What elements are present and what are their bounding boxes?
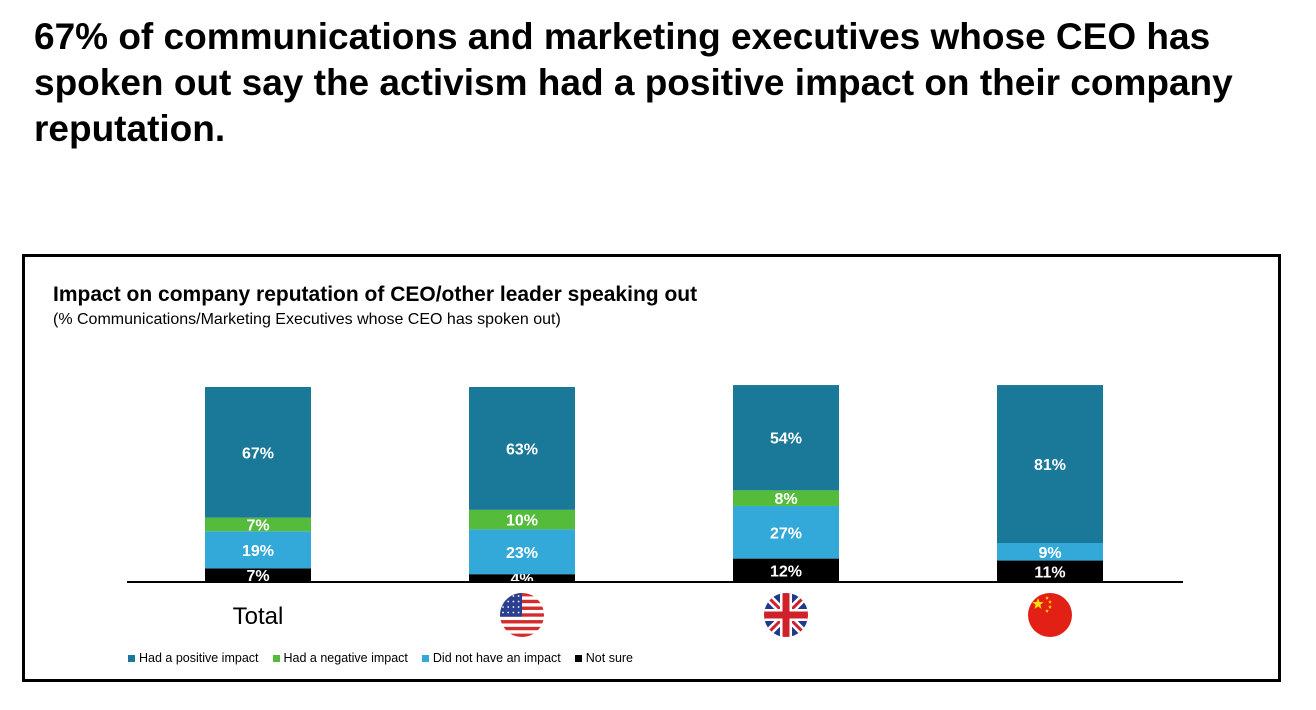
category-label-0: Total	[233, 603, 284, 630]
legend-label-not-sure: Not sure	[585, 651, 634, 665]
data-label-2-2: 27%	[770, 525, 802, 542]
uk-flag-icon	[764, 593, 808, 637]
data-label-1-0: 63%	[506, 441, 538, 458]
legend-swatch-no-impact	[421, 654, 429, 662]
legend-item-positive: Had a positive impact	[128, 651, 259, 665]
legend-swatch-not-sure	[574, 654, 582, 662]
data-label-1-2: 23%	[506, 545, 538, 562]
us-flag-icon	[500, 593, 544, 637]
data-label-0-2: 19%	[242, 543, 274, 560]
bar-segment-3-0	[997, 385, 1103, 543]
legend-item-no-impact: Did not have an impact	[421, 651, 561, 665]
data-label-1-1: 10%	[506, 513, 538, 530]
bar-segment-2-2	[733, 505, 839, 559]
stacked-bar-chart: 7% 19% 7% 67% 4% 23% 10% 63% 12% 27% 8% 54% 11% 9% 81%…	[127, 385, 1183, 637]
data-label-3-3: 11%	[1034, 564, 1065, 581]
legend-label-no-impact: Did not have an impact	[432, 651, 561, 665]
bar-segment-0-2	[205, 531, 311, 569]
bar-segment-0-1	[205, 517, 311, 532]
legend: Had a positive impact Had a negative imp…	[128, 651, 647, 665]
bar-segment-1-1	[469, 509, 575, 530]
bar-segment-1-3	[469, 574, 575, 582]
bar-segment-0-3	[205, 568, 311, 582]
bar-segment-2-3	[733, 558, 839, 582]
data-label-0-0: 67%	[242, 445, 274, 462]
data-label-0-3: 7%	[246, 568, 269, 585]
chart-title: Impact on company reputation of CEO/othe…	[53, 283, 698, 306]
bar-segment-1-0	[469, 387, 575, 510]
headline: 67% of communications and marketing exec…	[34, 16, 1233, 149]
data-label-0-1: 7%	[246, 517, 269, 534]
bar-segment-3-2	[997, 543, 1103, 561]
chart-subtitle: (% Communications/Marketing Executives w…	[53, 311, 561, 328]
bar-segment-1-2	[469, 529, 575, 575]
legend-item-not-sure: Not sure	[574, 651, 634, 665]
china-flag-icon	[1028, 593, 1072, 637]
legend-label-negative: Had a negative impact	[283, 651, 408, 665]
chart-panel: Impact on company reputation of CEO/othe…	[22, 254, 1281, 682]
legend-swatch-positive	[128, 654, 135, 662]
data-label-2-1: 8%	[774, 491, 797, 508]
bar-segment-2-0	[733, 385, 839, 491]
data-label-2-0: 54%	[770, 431, 802, 448]
legend-swatch-negative	[272, 654, 280, 662]
data-label-1-3: 4%	[510, 571, 533, 588]
data-label-3-2: 9%	[1038, 545, 1061, 562]
legend-label-positive: Had a positive impact	[139, 651, 259, 665]
bar-segment-2-1	[733, 490, 839, 506]
legend-item-negative: Had a negative impact	[272, 651, 408, 665]
bar-segment-3-3	[997, 560, 1103, 582]
bar-segment-0-0	[205, 387, 311, 518]
data-label-3-0: 81%	[1034, 457, 1066, 474]
data-label-2-3: 12%	[770, 563, 802, 580]
